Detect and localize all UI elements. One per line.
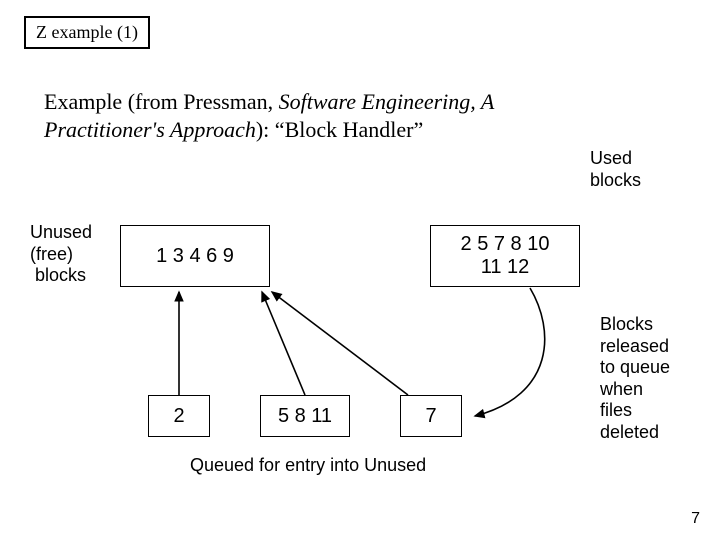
body-italic2: Practitioner's Approach xyxy=(44,117,256,142)
unused-blocks-label: Unused (free) blocks xyxy=(30,222,92,287)
arrow-q3-to-unused xyxy=(272,292,408,395)
body-italic1: Software Engineering, A xyxy=(279,89,495,114)
page-number: 7 xyxy=(691,510,700,528)
queue-box-2: 5 8 11 xyxy=(260,395,350,437)
queue-box-1-text: 2 xyxy=(173,405,184,428)
body-part1: Example (from Pressman, xyxy=(44,89,279,114)
queue-box-1: 2 xyxy=(148,395,210,437)
queue-box-3-text: 7 xyxy=(425,405,436,428)
arrow-q2-to-unused xyxy=(262,292,305,395)
unused-box: 1 3 4 6 9 xyxy=(120,225,270,287)
used-box: 2 5 7 8 10 11 12 xyxy=(430,225,580,287)
body-rest: ): “Block Handler” xyxy=(256,117,423,142)
slide-title-box: Z example (1) xyxy=(24,16,150,49)
arrow-used-to-queue xyxy=(475,288,545,416)
used-box-text: 2 5 7 8 10 11 12 xyxy=(461,233,550,279)
queue-caption: Queued for entry into Unused xyxy=(190,455,426,476)
queue-box-2-text: 5 8 11 xyxy=(278,405,332,428)
slide-title: Z example (1) xyxy=(36,22,138,42)
released-note-label: Blocks released to queue when files dele… xyxy=(600,314,670,444)
queue-box-3: 7 xyxy=(400,395,462,437)
unused-box-text: 1 3 4 6 9 xyxy=(156,245,234,268)
example-text: Example (from Pressman, Software Enginee… xyxy=(44,88,604,143)
used-blocks-label: Used blocks xyxy=(590,148,641,191)
